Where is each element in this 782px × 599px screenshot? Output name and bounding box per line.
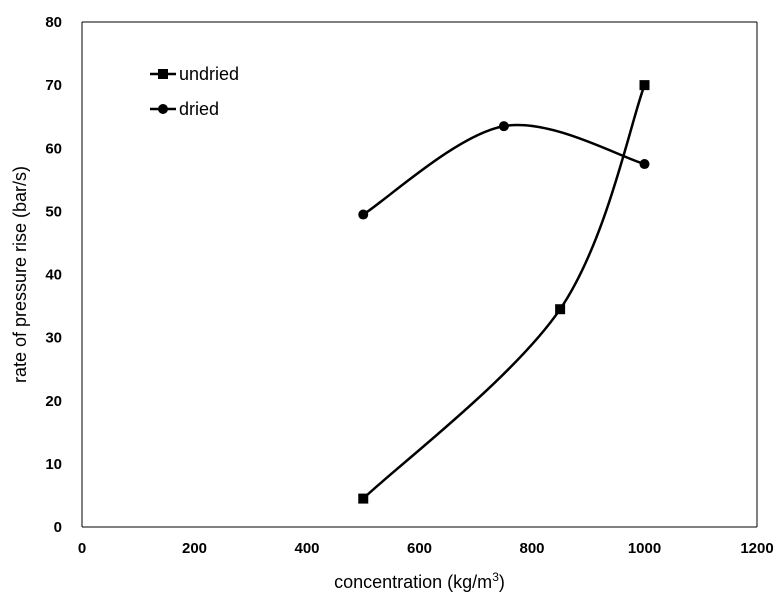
data-point-undried bbox=[358, 493, 369, 504]
series-dried bbox=[358, 121, 650, 220]
legend-label: undried bbox=[179, 64, 239, 84]
x-tick-label: 0 bbox=[78, 540, 86, 557]
data-point-undried bbox=[555, 304, 566, 315]
legend-marker bbox=[158, 69, 168, 79]
y-tick-label: 80 bbox=[45, 14, 62, 31]
data-point-dried bbox=[498, 121, 509, 132]
data-point-dried bbox=[639, 159, 650, 170]
legend-item-undried: undried bbox=[150, 64, 239, 84]
series-undried bbox=[358, 80, 650, 504]
data-point-undried bbox=[639, 80, 650, 91]
x-tick-label: 400 bbox=[294, 540, 319, 557]
x-tick-label: 200 bbox=[182, 540, 207, 557]
y-axis-title: rate of pressure rise (bar/s) bbox=[10, 166, 30, 383]
x-tick-label: 600 bbox=[407, 540, 432, 557]
y-tick-label: 0 bbox=[54, 519, 62, 536]
y-tick-label: 10 bbox=[45, 456, 62, 473]
x-axis-title: concentration (kg/m3) bbox=[334, 570, 505, 592]
y-tick-label: 60 bbox=[45, 140, 62, 157]
y-tick-label: 30 bbox=[45, 330, 62, 347]
y-tick-label: 40 bbox=[45, 267, 62, 284]
legend-marker bbox=[158, 104, 168, 114]
data-point-dried bbox=[358, 209, 369, 220]
y-tick-label: 20 bbox=[45, 393, 62, 410]
y-tick-labels: 0 10 20 30 40 50 60 70 80 bbox=[45, 14, 62, 536]
legend-item-dried: dried bbox=[150, 99, 219, 119]
y-tick-label: 70 bbox=[45, 77, 62, 94]
x-tick-label: 800 bbox=[519, 540, 544, 557]
x-tick-label: 1200 bbox=[740, 540, 773, 557]
legend: undried dried bbox=[150, 64, 239, 119]
axes bbox=[81, 21, 758, 528]
legend-label: dried bbox=[179, 99, 219, 119]
series-line-dried bbox=[362, 123, 645, 216]
series-layer bbox=[358, 80, 650, 504]
y-tick-label: 50 bbox=[45, 203, 62, 220]
x-tick-label: 1000 bbox=[628, 540, 661, 557]
x-tick-labels: 0 200 400 600 800 1000 1200 bbox=[78, 540, 774, 557]
